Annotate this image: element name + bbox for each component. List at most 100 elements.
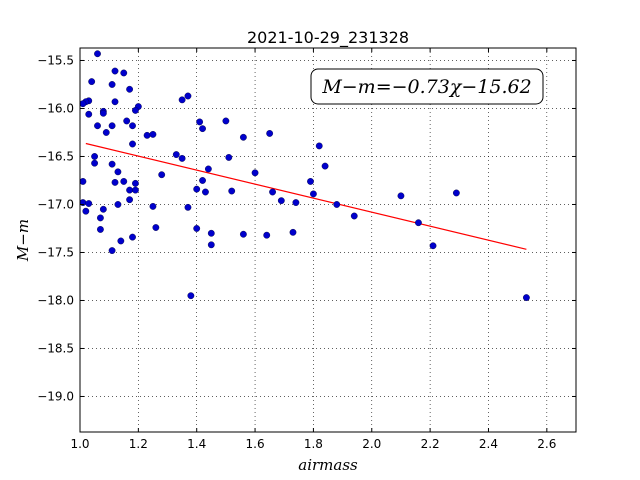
- data-point: [193, 185, 201, 193]
- data-point: [199, 125, 206, 133]
- data-point: [132, 186, 139, 194]
- data-point: [94, 50, 101, 58]
- data-point: [228, 187, 236, 195]
- y-tick-label: −18.5: [37, 341, 74, 355]
- data-point: [99, 205, 107, 213]
- x-tick-label: 1.8: [304, 437, 323, 451]
- data-point: [108, 122, 116, 130]
- x-tick-label: 2.2: [421, 437, 440, 451]
- data-point: [82, 207, 90, 215]
- data-point: [108, 81, 116, 88]
- fit-line: [85, 142, 527, 250]
- data-point: [126, 186, 134, 194]
- data-point: [94, 122, 101, 130]
- x-tick-label: 1.4: [187, 437, 206, 451]
- plot-background: [80, 48, 576, 432]
- data-point: [269, 188, 276, 196]
- data-point: [321, 162, 329, 170]
- data-point: [251, 169, 259, 177]
- x-tick-label: 1.6: [246, 437, 265, 451]
- data-point: [263, 231, 271, 239]
- data-point: [152, 224, 160, 231]
- data-point: [193, 225, 201, 232]
- data-point: [523, 294, 530, 301]
- data-point: [415, 219, 422, 227]
- data-point: [91, 153, 98, 160]
- data-point: [132, 107, 139, 114]
- data-point: [91, 159, 98, 167]
- data-point: [184, 92, 192, 100]
- data-point: [114, 168, 122, 176]
- y-tick-label: −17.0: [37, 197, 74, 211]
- data-point: [178, 96, 186, 104]
- y-tick-label: −17.5: [37, 245, 74, 259]
- data-point: [429, 242, 437, 250]
- data-point: [129, 122, 136, 130]
- data-point: [172, 151, 180, 158]
- data-point: [117, 237, 125, 245]
- data-point: [350, 212, 358, 220]
- data-point: [292, 199, 300, 206]
- data-point: [108, 247, 116, 254]
- x-tick-label: 2.6: [537, 437, 556, 451]
- fit-equation-box: M−m=−0.73χ−15.62: [310, 68, 544, 105]
- chart-title: 2021-10-29_231328: [247, 28, 409, 48]
- data-point: [126, 85, 134, 93]
- data-point: [120, 178, 128, 185]
- x-axis-ticks: 1.0 1.2 1.4 1.6 1.8 2.0 2.2 2.4 2.6: [70, 48, 556, 451]
- data-point: [202, 188, 209, 196]
- fit-equation-text: M−m=−0.73χ−15.62: [321, 76, 531, 98]
- data-point: [97, 214, 104, 222]
- data-point: [452, 189, 460, 197]
- data-point: [123, 117, 131, 125]
- data-point: [97, 226, 104, 233]
- data-point: [126, 196, 134, 204]
- y-tick-label: −18.0: [37, 293, 74, 307]
- data-point: [129, 140, 136, 148]
- data-point: [99, 109, 107, 117]
- data-point: [225, 154, 233, 161]
- data-point: [120, 69, 128, 77]
- data-point: [114, 201, 122, 208]
- data-point: [204, 165, 212, 173]
- data-point: [239, 133, 247, 141]
- data-point: [307, 178, 314, 185]
- data-point: [239, 230, 247, 238]
- data-point: [196, 118, 204, 126]
- data-point: [199, 177, 206, 184]
- data-point: [184, 203, 192, 211]
- y-axis-label: M−m: [14, 219, 32, 262]
- data-point: [85, 200, 93, 207]
- data-point: [102, 129, 110, 136]
- data-point: [310, 190, 317, 198]
- data-point: [79, 100, 87, 108]
- data-point: [111, 67, 119, 75]
- x-tick-label: 2.4: [479, 437, 498, 451]
- data-point: [315, 142, 323, 150]
- data-point: [222, 117, 230, 125]
- data-point: [266, 130, 274, 137]
- data-point: [149, 130, 157, 138]
- data-point: [132, 179, 139, 187]
- data-point: [129, 233, 136, 241]
- x-tick-label: 1.2: [129, 437, 148, 451]
- data-point: [108, 160, 116, 168]
- data-point: [149, 202, 157, 210]
- data-point: [178, 154, 186, 162]
- x-tick-label: 2.0: [362, 437, 381, 451]
- data-point: [289, 228, 297, 236]
- data-point: [85, 110, 93, 118]
- x-tick-label: 1.0: [70, 437, 89, 451]
- data-point: [158, 171, 166, 179]
- y-tick-label: −15.5: [37, 53, 74, 67]
- data-point: [207, 241, 215, 249]
- annotation-box: [310, 68, 544, 105]
- data-point: [88, 78, 96, 86]
- y-tick-label: −19.0: [37, 389, 74, 403]
- y-tick-label: −16.5: [37, 149, 74, 163]
- data-points: [79, 50, 530, 301]
- data-point: [111, 98, 119, 106]
- grid-lines: [79, 48, 576, 432]
- data-point: [187, 292, 195, 300]
